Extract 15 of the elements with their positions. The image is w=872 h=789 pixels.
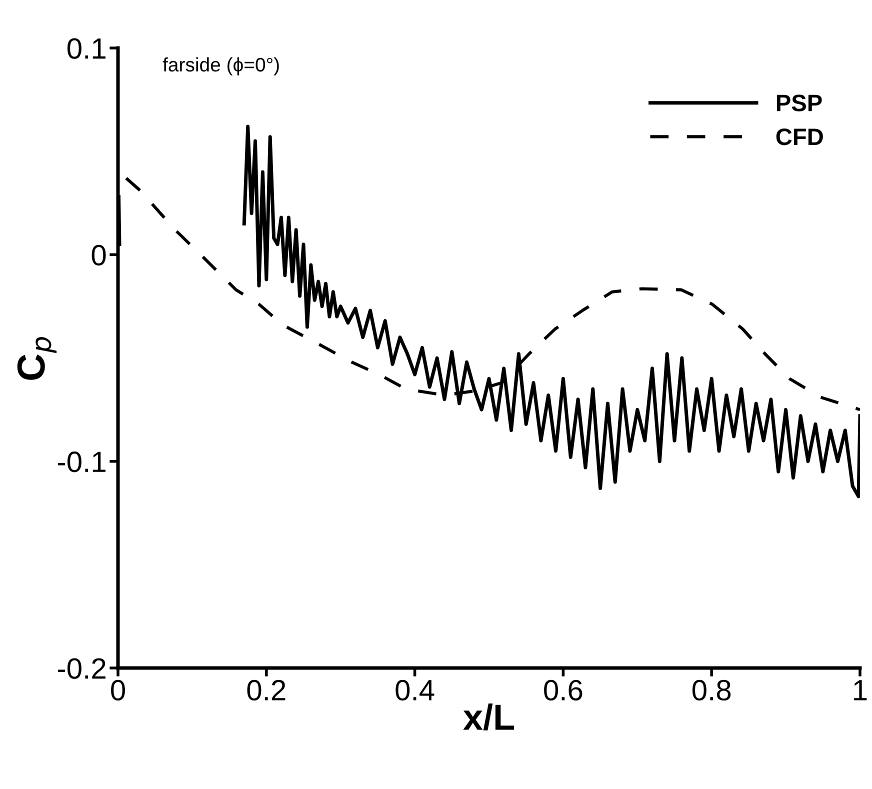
x-tick-label: 0.2 xyxy=(247,680,286,701)
legend-label: CFD xyxy=(776,128,823,146)
legend-label: PSP xyxy=(776,94,822,112)
x-tick-label: 0 xyxy=(111,680,125,701)
y-tick-label: -0.1 xyxy=(58,452,106,472)
x-tick-label: 0.6 xyxy=(544,680,582,701)
x-tick-label: 0.8 xyxy=(692,680,731,701)
y-tick-label: 0 xyxy=(92,244,106,266)
x-axis-title: x/L xyxy=(463,704,514,730)
y-tick-label: -0.2 xyxy=(58,658,106,679)
y-axis-title: C$_{p}$ xyxy=(17,337,57,380)
annotation: farside (ϕ=0°) xyxy=(162,57,279,76)
x-tick-label: 1 xyxy=(854,680,867,700)
x-tick-label: 0.4 xyxy=(396,680,434,701)
y-tick-label: 0.1 xyxy=(67,38,106,59)
